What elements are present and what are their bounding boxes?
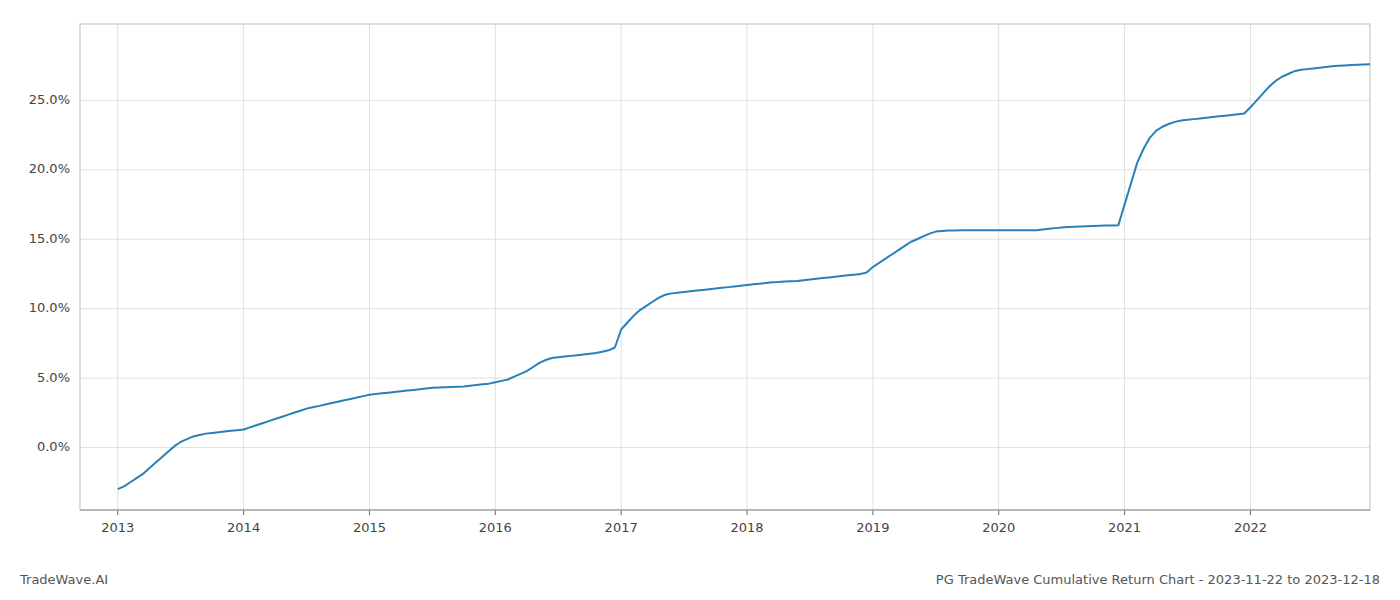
x-tick-label: 2022 (1234, 520, 1267, 535)
x-grid-line (117, 24, 118, 510)
x-tick-mark (117, 510, 118, 515)
x-tick-label: 2018 (730, 520, 763, 535)
x-tick-label: 2017 (605, 520, 638, 535)
x-tick-mark (369, 510, 370, 515)
x-tick-label: 2015 (353, 520, 386, 535)
x-tick-mark (1124, 510, 1125, 515)
plot-frame (80, 24, 1370, 510)
x-grid-line (1250, 24, 1251, 510)
x-grid-line (243, 24, 244, 510)
x-tick-label: 2019 (856, 520, 889, 535)
x-tick-mark (1250, 510, 1251, 515)
y-grid-line (80, 239, 1370, 240)
y-axis: 0.0% 5.0% 10.0% 15.0% 20.0% 25.0% (29, 92, 70, 454)
x-tick-label: 2016 (479, 520, 512, 535)
x-tick-mark (872, 510, 873, 515)
x-tick-label: 2021 (1108, 520, 1141, 535)
x-tick-mark (621, 510, 622, 515)
x-grid-line (495, 24, 496, 510)
y-tick-label: 15.0% (29, 231, 70, 246)
chart-title: PG TradeWave Cumulative Return Chart - 2… (936, 572, 1380, 587)
x-tick-label: 2020 (982, 520, 1015, 535)
x-tick-mark (495, 510, 496, 515)
grid (80, 24, 1370, 510)
y-grid-line (80, 308, 1370, 309)
plot-area (118, 64, 1370, 489)
x-grid-line (369, 24, 370, 510)
x-grid-line (1124, 24, 1125, 510)
x-grid-line (998, 24, 999, 510)
data-line (118, 64, 1370, 489)
y-tick-label: 10.0% (29, 300, 70, 315)
x-tick-mark (747, 510, 748, 515)
y-grid-line (80, 169, 1370, 170)
x-tick-mark (243, 510, 244, 515)
x-axis: 2013 2014 2015 2016 2017 2018 2019 2020 2021 2022 (80, 510, 1370, 535)
y-grid-line (80, 378, 1370, 379)
watermark: TradeWave.AI (19, 572, 108, 587)
y-grid-line (80, 100, 1370, 101)
x-grid-line (747, 24, 748, 510)
y-tick-label: 20.0% (29, 161, 70, 176)
y-grid-line (80, 447, 1370, 448)
y-tick-label: 5.0% (37, 370, 70, 385)
x-tick-label: 2013 (101, 520, 134, 535)
y-tick-label: 25.0% (29, 92, 70, 107)
x-grid-line (621, 24, 622, 510)
x-tick-mark (998, 510, 999, 515)
chart-svg: 0.0% 5.0% 10.0% 15.0% 20.0% 25.0% 2013 2014 2015… (0, 0, 1400, 600)
x-tick-label: 2014 (227, 520, 260, 535)
chart-container: 0.0% 5.0% 10.0% 15.0% 20.0% 25.0% 2013 2014 2015… (0, 0, 1400, 600)
y-tick-label: 0.0% (37, 439, 70, 454)
